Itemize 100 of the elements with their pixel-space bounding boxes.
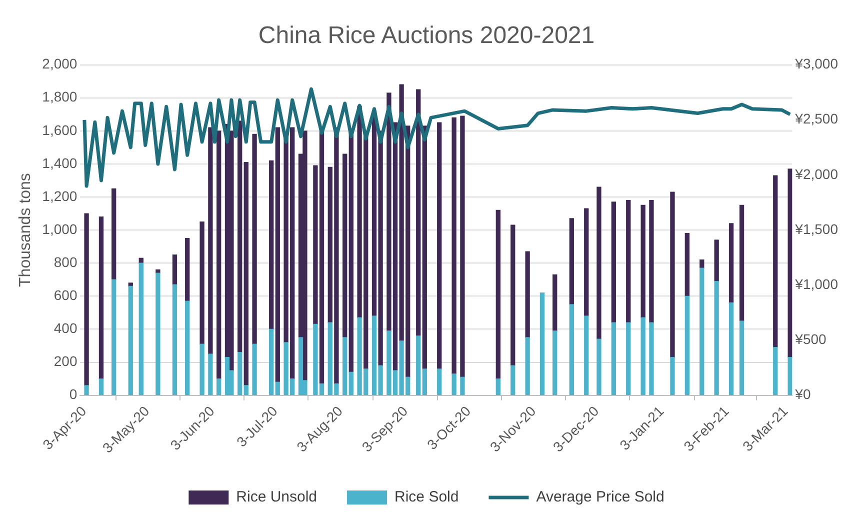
bar <box>773 175 778 348</box>
bar <box>596 338 602 396</box>
bar <box>596 186 602 340</box>
y-axis-title: Thousands tons <box>17 173 34 287</box>
bar <box>640 317 646 396</box>
bar <box>128 286 133 396</box>
bar <box>496 378 500 396</box>
bar <box>510 224 516 366</box>
bar <box>208 354 213 396</box>
y-tick-label: 800 <box>54 254 78 270</box>
bar <box>269 160 274 330</box>
bar <box>98 216 104 380</box>
bar <box>208 127 213 354</box>
bar <box>626 322 631 396</box>
bar <box>460 376 465 396</box>
y2-tick-label: ¥0 <box>794 386 811 402</box>
bar <box>244 385 248 396</box>
bar <box>298 337 304 396</box>
bar <box>112 188 116 280</box>
bar <box>552 330 558 396</box>
y-tick-label: 1,200 <box>42 188 78 204</box>
bar <box>422 126 427 370</box>
bar <box>626 200 631 323</box>
bar <box>525 251 530 338</box>
bar <box>670 192 675 358</box>
bar <box>569 304 574 396</box>
bar <box>540 292 545 396</box>
bar <box>244 162 248 386</box>
y2-tick-label: ¥1,500 <box>794 220 838 237</box>
y2-tick-label: ¥500 <box>794 331 827 348</box>
bar <box>452 117 456 374</box>
bar <box>714 240 719 282</box>
bar <box>437 122 442 370</box>
bar <box>238 120 242 353</box>
bar <box>649 322 654 396</box>
bar <box>452 373 456 396</box>
bar <box>496 210 500 380</box>
y-tick-label: 1,400 <box>42 154 78 171</box>
bar <box>510 365 516 396</box>
bar <box>525 337 530 396</box>
y2-tick-label: ¥2,000 <box>794 166 838 182</box>
bar <box>185 300 190 396</box>
bar <box>302 130 308 381</box>
bar <box>156 272 160 396</box>
bar <box>275 127 280 382</box>
y2-tick-label: ¥2,500 <box>794 110 838 127</box>
bar <box>275 382 280 396</box>
y-tick-label: 1,600 <box>42 122 78 138</box>
bar <box>252 134 257 344</box>
y-tick-label: 400 <box>54 320 78 336</box>
y-tick-label: 1,800 <box>42 88 78 105</box>
bar <box>216 378 222 396</box>
bar <box>185 238 190 302</box>
legend-label: Rice Unsold <box>236 488 318 506</box>
bar <box>348 372 354 396</box>
bar <box>416 89 421 336</box>
bar <box>611 202 616 323</box>
bar <box>437 368 442 396</box>
y-tick-label: 2,000 <box>42 56 78 72</box>
bar <box>172 284 178 396</box>
bar <box>84 213 89 386</box>
chart-title: China Rice Auctions 2020-2021 <box>258 22 595 50</box>
y2-tick-label: ¥1,000 <box>794 276 838 292</box>
bar <box>216 130 222 380</box>
bar <box>200 344 204 396</box>
bar <box>269 328 274 396</box>
bar <box>714 280 719 396</box>
bar <box>728 223 734 304</box>
y-tick-label: 0 <box>69 386 78 402</box>
y-tick-label: 1,000 <box>42 220 78 237</box>
bar <box>342 337 348 396</box>
bar <box>584 316 589 396</box>
bar <box>252 344 257 396</box>
bar <box>670 356 675 396</box>
bar <box>84 385 89 396</box>
bar <box>422 368 427 396</box>
legend-label: Rice Sold <box>394 488 459 506</box>
bar <box>98 378 104 396</box>
bar <box>739 320 744 396</box>
bar <box>342 154 348 338</box>
bar <box>700 268 704 396</box>
bar <box>112 279 116 396</box>
y-tick-label: 600 <box>54 287 78 304</box>
bar <box>416 335 421 396</box>
bar <box>640 204 646 318</box>
bar <box>569 218 574 305</box>
bar <box>788 356 792 396</box>
legend-label: Average Price Sold <box>536 488 664 506</box>
bar <box>728 302 734 396</box>
bar <box>200 221 204 344</box>
bar <box>138 262 144 396</box>
y-tick-label: 200 <box>54 353 78 370</box>
bar <box>788 168 792 358</box>
bar <box>611 322 616 396</box>
y2-tick-label: ¥3,000 <box>794 56 838 72</box>
bar <box>552 274 558 332</box>
bar <box>739 204 744 322</box>
bar <box>238 352 242 396</box>
bar <box>649 200 654 323</box>
bar <box>773 347 778 396</box>
